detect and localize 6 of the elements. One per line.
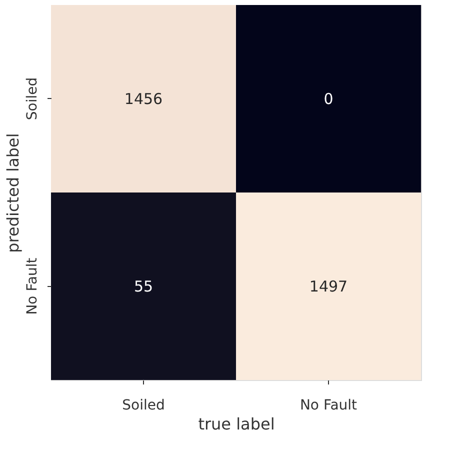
data-label: 1497 — [309, 277, 348, 296]
x-axis-title: true label — [198, 414, 275, 434]
data-label: 1456 — [124, 90, 163, 108]
data-label: 55 — [134, 277, 154, 296]
y-axis-title: predicted label — [4, 133, 22, 253]
data-label: 0 — [324, 90, 334, 108]
